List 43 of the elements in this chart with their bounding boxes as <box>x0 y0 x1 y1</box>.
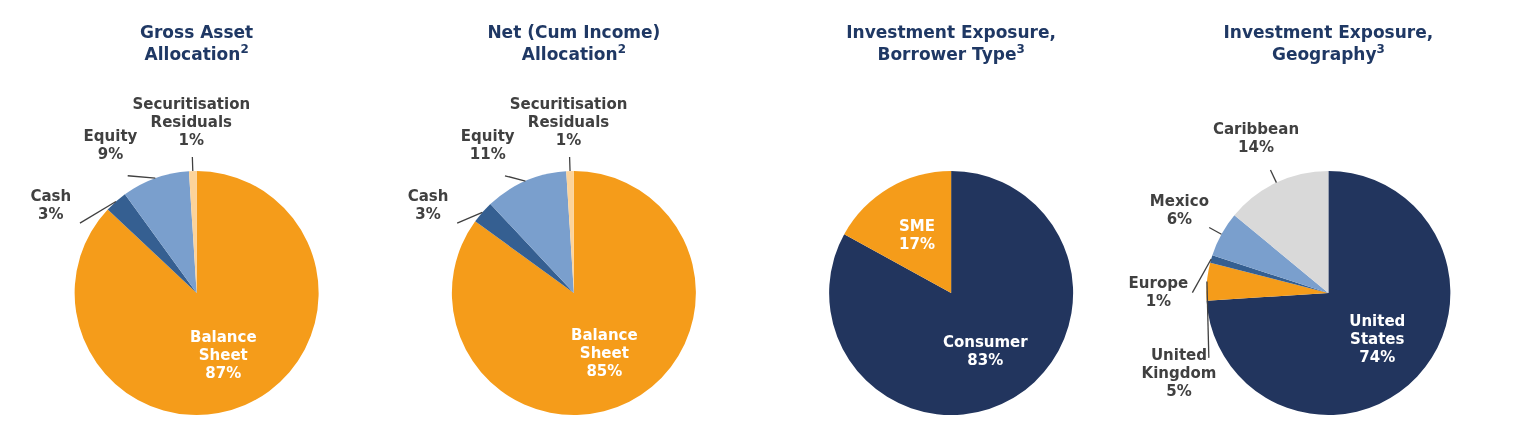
data-label: 6% <box>1166 210 1193 229</box>
slice-label: United States <box>1349 311 1406 348</box>
chart-title: Gross Asset Allocation$^{2}$ <box>140 22 254 64</box>
data-label: 17% <box>899 235 935 254</box>
data-label: 3% <box>415 204 441 223</box>
slice-label: Consumer <box>942 332 1029 351</box>
chart-title: Investment Exposure, Geography$^{3}$ <box>1223 22 1434 64</box>
data-label: 83% <box>967 350 1004 369</box>
data-label: 3% <box>38 204 64 223</box>
slice-label: Europe <box>1128 273 1189 292</box>
slice-label: Caribbean <box>1212 120 1300 139</box>
slice-label: Cash <box>407 186 449 205</box>
data-label: 87% <box>205 363 242 382</box>
data-label: 85% <box>586 361 623 380</box>
data-label: 14% <box>1238 138 1274 157</box>
chart-title: Net (Cum Income) Allocation$^{2}$ <box>487 22 661 64</box>
chart-title: Investment Exposure, Borrower Type$^{3}$ <box>846 22 1056 64</box>
slice-label: United Kingdom <box>1141 346 1217 383</box>
pie-slice <box>74 171 319 415</box>
data-label: 9% <box>97 145 124 164</box>
slice-label: Mexico <box>1149 192 1209 211</box>
slice-label: SME <box>898 217 935 236</box>
pie-slice <box>1210 255 1329 293</box>
pie-slice <box>475 204 574 293</box>
data-label: 5% <box>1166 382 1192 401</box>
data-label: 11% <box>469 145 506 164</box>
slice-label: Balance Sheet <box>571 325 638 362</box>
slice-label: Cash <box>30 186 72 205</box>
pie-slice <box>1206 262 1329 301</box>
pie-slice <box>124 171 197 293</box>
data-label: 1% <box>1145 291 1172 310</box>
pie-slice <box>490 171 574 293</box>
data-label: 74% <box>1359 347 1396 366</box>
pie-slice <box>1234 171 1329 293</box>
pie-slice <box>107 194 197 293</box>
pie-slice <box>1212 215 1329 293</box>
pie-slice <box>451 171 696 415</box>
data-label: 1% <box>555 131 582 150</box>
slice-label: Balance Sheet <box>189 327 257 364</box>
pie-slice <box>844 171 952 293</box>
data-label: 1% <box>178 131 205 150</box>
pie-slice <box>188 171 197 293</box>
pie-slice <box>829 171 1073 415</box>
